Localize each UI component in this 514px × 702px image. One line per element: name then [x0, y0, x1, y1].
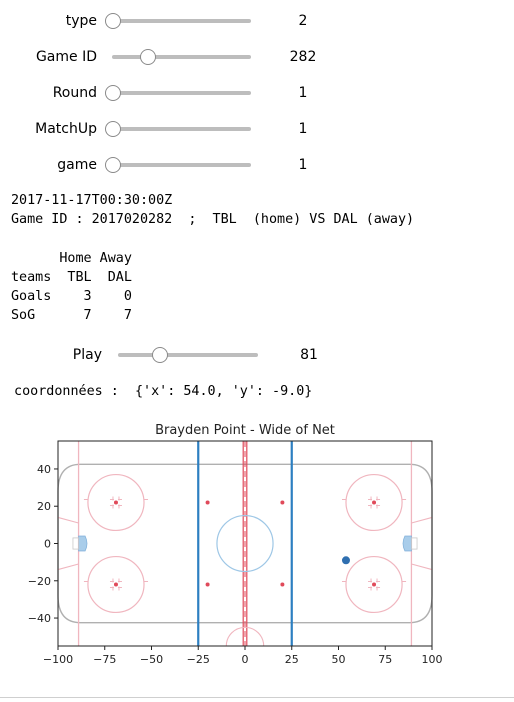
chart-axes: −100 −75 −50 −25 0 25 50 75 100 40 20 0 −20 −40 — [28, 440, 443, 666]
x-tick-label: 75 — [378, 653, 392, 666]
type-slider-row: type 2 — [0, 10, 514, 32]
matchup-slider-label: MatchUp — [35, 121, 97, 137]
x-tick-label: 100 — [422, 653, 443, 666]
play-slider-label: Play — [72, 347, 102, 363]
faceoff-dot — [372, 500, 377, 505]
shot-rink-chart: Brayden Point - Wide of Net −100 −75 −50 −2… — [28, 423, 443, 666]
y-tick-label: −20 — [28, 575, 51, 588]
trapezoid-left — [57, 516, 79, 571]
matchup-slider-value: 1 — [298, 121, 308, 137]
game-slider-value: 1 — [298, 157, 308, 173]
score-table-header: Home Away — [11, 251, 132, 266]
game-id-slider-track[interactable] — [112, 55, 251, 59]
round-slider-row: Round 1 — [0, 82, 514, 104]
shot-point — [341, 556, 350, 565]
type-slider-value: 2 — [298, 13, 308, 29]
game-datetime: 2017-11-17T00:30:00Z — [11, 193, 173, 208]
game-summary-line: Game ID : 2017020282 ; TBL (home) VS DAL… — [11, 212, 415, 227]
cell-divider — [0, 697, 514, 698]
faceoff-dot — [280, 500, 285, 505]
round-slider-track[interactable] — [106, 91, 251, 95]
round-slider-handle[interactable] — [105, 85, 121, 101]
net-right — [411, 537, 418, 550]
game-slider-row: game 1 — [0, 154, 514, 176]
center-circle — [216, 514, 274, 573]
game-slider-handle[interactable] — [105, 157, 121, 173]
type-slider-handle[interactable] — [105, 13, 121, 29]
score-table-sog-row: SoG 7 7 — [11, 308, 132, 323]
rink-drawing — [57, 441, 433, 647]
game-slider-track[interactable] — [106, 163, 251, 167]
matchup-slider-handle[interactable] — [105, 121, 121, 137]
faceoff-circle — [87, 555, 145, 614]
play-slider-handle[interactable] — [152, 347, 169, 363]
matchup-slider-row: MatchUp 1 — [0, 118, 514, 140]
type-slider-label: type — [65, 13, 97, 29]
net-left — [72, 537, 79, 550]
goal-crease-right — [402, 535, 412, 552]
score-table-teams-row: teams TBL DAL — [11, 270, 132, 285]
shot-coordinates: coordonnées : {'x': 54.0, 'y': -9.0} — [6, 384, 313, 399]
game-slider-label: game — [57, 157, 97, 173]
y-tick-label: 20 — [37, 500, 51, 513]
play-slider-value: 81 — [300, 347, 318, 363]
x-tick-label: 25 — [285, 653, 299, 666]
y-tick-label: 40 — [37, 463, 51, 476]
score-table-goals-row: Goals 3 0 — [11, 289, 132, 304]
faceoff-circle — [345, 555, 403, 614]
faceoff-dot — [205, 500, 210, 505]
faceoff-dot — [113, 500, 118, 505]
y-tick-label: 0 — [44, 538, 51, 551]
chart-title: Brayden Point - Wide of Net — [155, 423, 335, 438]
faceoff-circle — [87, 473, 145, 532]
faceoff-dot — [113, 582, 118, 587]
faceoff-dot — [205, 582, 210, 587]
rink-boards — [57, 463, 433, 624]
y-tick-label: −40 — [28, 612, 51, 625]
play-slider-track[interactable] — [118, 353, 258, 357]
game-id-slider-row: Game ID 282 — [0, 46, 514, 68]
play-slider-row: Play 81 — [0, 344, 514, 366]
x-tick-label: 0 — [242, 653, 249, 666]
faceoff-dot — [372, 582, 377, 587]
x-tick-label: −75 — [93, 653, 116, 666]
referee-crease — [225, 626, 265, 647]
round-slider-label: Round — [52, 85, 97, 101]
x-tick-label: −25 — [187, 653, 210, 666]
chart-points — [341, 556, 350, 565]
round-slider-value: 1 — [298, 85, 308, 101]
x-tick-label: −50 — [140, 653, 163, 666]
x-tick-label: 50 — [332, 653, 346, 666]
type-slider-track[interactable] — [106, 19, 251, 23]
x-tick-label: −100 — [43, 653, 73, 666]
faceoff-circle — [345, 473, 403, 532]
game-id-slider-label: Game ID — [35, 49, 97, 65]
trapezoid-right — [411, 516, 433, 571]
game-id-slider-value: 282 — [289, 49, 317, 65]
goal-crease-left — [78, 535, 88, 552]
game-id-slider-handle[interactable] — [139, 49, 156, 65]
matchup-slider-track[interactable] — [106, 127, 251, 131]
faceoff-dot — [280, 582, 285, 587]
